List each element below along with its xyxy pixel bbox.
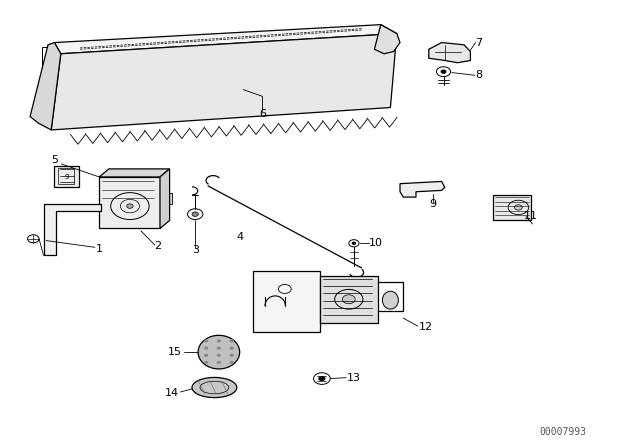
Bar (58, 168, 74, 184)
Circle shape (515, 205, 522, 210)
Polygon shape (400, 181, 445, 197)
Polygon shape (30, 43, 61, 130)
Text: 12: 12 (419, 322, 433, 332)
Bar (493, 195, 531, 220)
Text: 00007993: 00007993 (540, 427, 587, 437)
Circle shape (217, 347, 221, 349)
Polygon shape (429, 43, 470, 63)
Text: 14: 14 (164, 388, 179, 398)
Polygon shape (99, 169, 170, 177)
Text: 9: 9 (429, 199, 437, 209)
Text: 3: 3 (192, 245, 198, 255)
Text: 5: 5 (51, 155, 58, 165)
Text: 11: 11 (524, 211, 538, 221)
Circle shape (230, 354, 234, 357)
Circle shape (217, 354, 221, 357)
Bar (42, 47, 54, 72)
Bar (253, 271, 320, 332)
Circle shape (217, 340, 221, 342)
Circle shape (342, 295, 355, 304)
Circle shape (230, 340, 234, 342)
Ellipse shape (383, 291, 398, 309)
Text: 4: 4 (236, 232, 244, 241)
Text: 6: 6 (259, 109, 266, 119)
Ellipse shape (198, 336, 240, 369)
Circle shape (192, 212, 198, 216)
Circle shape (127, 204, 133, 208)
Text: 1: 1 (96, 244, 102, 254)
Bar (99, 177, 160, 228)
Bar (320, 276, 378, 323)
Text: 10: 10 (369, 238, 383, 248)
Polygon shape (51, 34, 397, 130)
Polygon shape (44, 204, 101, 255)
Circle shape (217, 361, 221, 364)
Text: 7: 7 (475, 38, 483, 47)
Polygon shape (374, 25, 400, 54)
Text: 13: 13 (347, 373, 361, 383)
Circle shape (230, 347, 234, 349)
Polygon shape (160, 169, 170, 228)
Ellipse shape (47, 212, 53, 222)
Circle shape (204, 361, 208, 364)
Ellipse shape (192, 377, 237, 398)
Circle shape (319, 376, 325, 381)
Circle shape (204, 347, 208, 349)
Polygon shape (54, 25, 397, 54)
Circle shape (88, 65, 92, 68)
Bar (54, 166, 79, 187)
Circle shape (204, 340, 208, 342)
Text: 8: 8 (475, 70, 483, 80)
Text: 9: 9 (64, 173, 69, 180)
Circle shape (204, 354, 208, 357)
Circle shape (441, 70, 446, 73)
Text: 15: 15 (168, 347, 182, 357)
Circle shape (352, 242, 356, 245)
Text: 2: 2 (154, 241, 162, 251)
Bar (160, 193, 172, 204)
Ellipse shape (47, 228, 53, 238)
Circle shape (126, 60, 130, 63)
Circle shape (230, 361, 234, 364)
